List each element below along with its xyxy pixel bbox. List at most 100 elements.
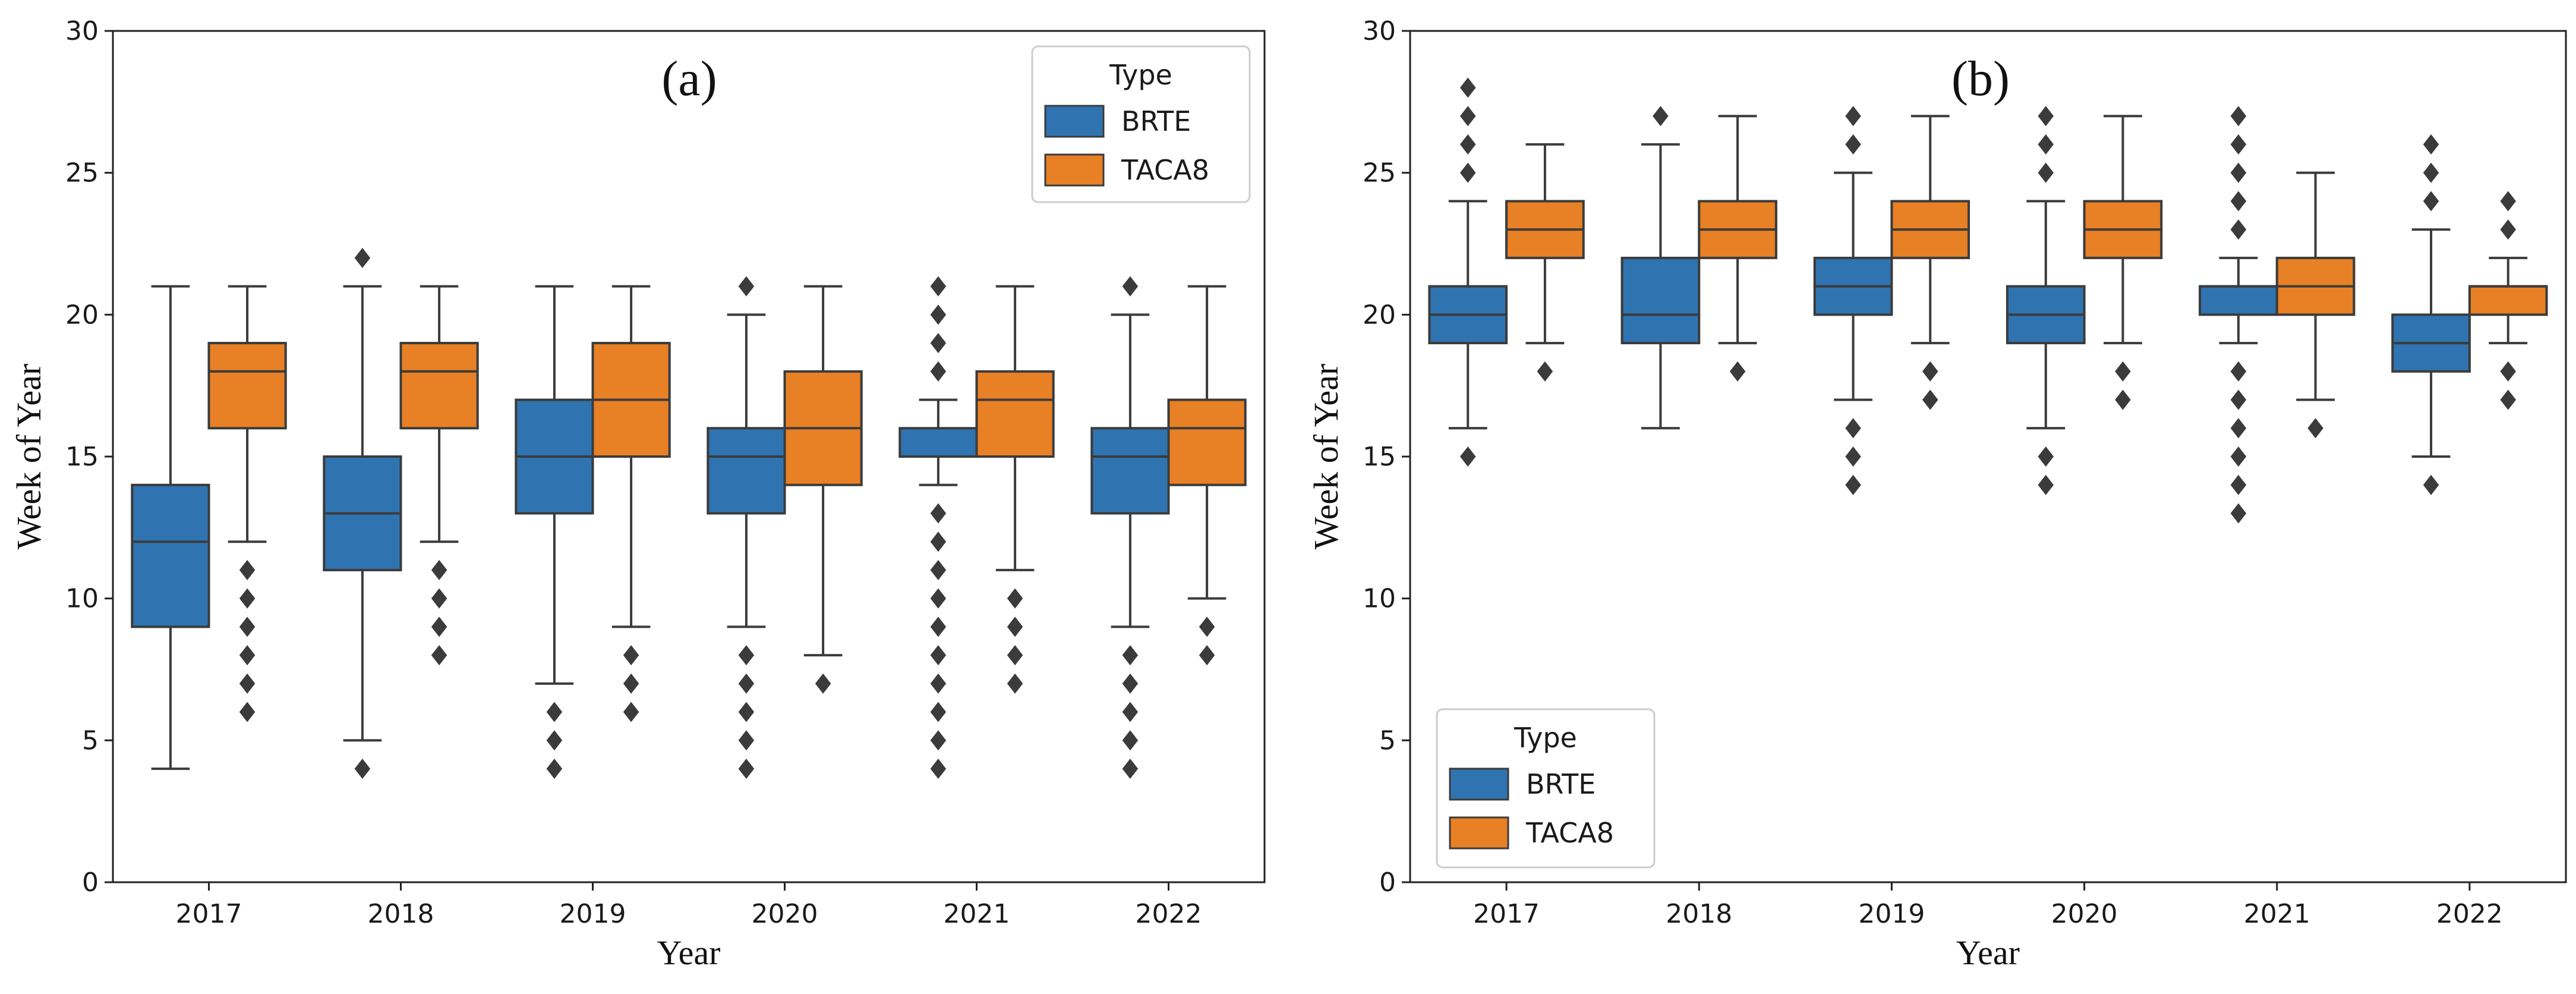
panel-a-brte-flier	[930, 503, 947, 524]
panel-a-brte-box-2017	[131, 483, 210, 628]
panel-b-taca8-box-2022	[2468, 285, 2548, 316]
panel-b-brte-flier	[2230, 191, 2247, 212]
panel-a-legend-swatch-taca8	[1044, 153, 1105, 187]
panel-a-brte-box-2020	[707, 427, 786, 515]
panel-a-brte-flier	[1122, 759, 1139, 779]
panel-b-xtick-label-2022: 2022	[2436, 899, 2503, 929]
panel-b-taca8-flier	[2307, 418, 2323, 439]
panel-b-legend-swatch-taca8	[1449, 816, 1509, 850]
panel-b-taca8-flier	[1922, 361, 1938, 382]
panel-b-brte-flier	[2230, 503, 2247, 524]
panel-b-brte-flier	[2230, 389, 2247, 410]
panel-a-taca8-flier	[239, 588, 256, 609]
panel-a-taca8-flier	[431, 588, 447, 609]
panel-b-ytick-label: 30	[1363, 16, 1396, 46]
panel-a-xtick-label-2018: 2018	[368, 899, 434, 929]
panel-a-taca8-flier	[623, 702, 639, 722]
panel-a-brte-flier	[930, 361, 947, 382]
panel-a-taca8-flier	[1007, 616, 1023, 637]
panel-a-ytick-label: 5	[82, 725, 99, 756]
panel-a-brte-flier	[354, 759, 371, 779]
panel-a-taca8-box-2017	[207, 342, 287, 430]
panel-b-y-axis-label: Week of Year	[1307, 364, 1345, 550]
panel-a-taca8-flier	[431, 559, 447, 580]
panel-b-xtick-label-2019: 2019	[1858, 899, 1925, 929]
panel-b-ytick-label: 15	[1363, 442, 1396, 472]
panel-a-taca8-flier	[1007, 645, 1023, 666]
panel-a-taca8-box-2018	[399, 342, 479, 430]
panel-a-ytick-label: 10	[65, 584, 99, 614]
panel-a-xtick-label-2021: 2021	[944, 899, 1010, 929]
panel-b-brte-flier	[1845, 106, 1861, 127]
panel-b-taca8-flier	[1729, 361, 1746, 382]
panel-b-ytick-label: 0	[1379, 867, 1396, 898]
panel-b-legend-swatch-brte	[1449, 767, 1509, 801]
panel-b-taca8-flier	[2500, 389, 2517, 410]
panel-a-taca8-box-2022	[1167, 398, 1247, 486]
panel-a-ytick-label: 0	[82, 867, 99, 898]
panel-a-brte-flier	[546, 702, 563, 722]
panel-a-brte-flier	[354, 247, 371, 268]
panel-a-legend-entry-taca8: TACA8	[1121, 154, 1209, 186]
panel-a-brte-flier	[1122, 702, 1139, 722]
panel-a-ytick-label: 15	[65, 442, 99, 472]
panel-a-brte-flier	[930, 559, 947, 580]
panel-b-taca8-flier	[2500, 219, 2517, 240]
panel-a-brte-flier	[1122, 673, 1139, 694]
panel-a-legend-swatch-brte	[1044, 105, 1105, 138]
panel-b-brte-flier	[2038, 474, 2054, 495]
panel-b-x-axis-label: Year	[1956, 933, 2020, 972]
panel-b-brte-box-2018	[1620, 256, 1701, 345]
panel-a-xtick-label-2020: 2020	[752, 899, 818, 929]
panel-b-brte-flier	[2230, 361, 2247, 382]
panel-b-brte-flier	[2230, 474, 2247, 495]
panel-a-brte-flier	[1122, 730, 1139, 751]
panel-b-brte-flier	[2230, 418, 2247, 439]
panel-b-ytick-label: 5	[1379, 725, 1396, 756]
panel-b-brte-flier	[2230, 219, 2247, 240]
panel-b-brte-flier	[1459, 134, 1476, 155]
panel-b-brte-box-2021	[2199, 285, 2278, 316]
panel-a-brte-flier	[738, 730, 755, 751]
panel-a-brte-flier	[930, 531, 947, 552]
panel-b-brte-flier	[2038, 106, 2054, 127]
panel-a-brte-box-2022	[1090, 427, 1170, 515]
panel-a-brte-flier	[930, 333, 947, 354]
panel-b-brte-flier	[2423, 191, 2439, 212]
panel-a-taca8-flier	[239, 559, 256, 580]
panel-a-xtick-label-2022: 2022	[1136, 899, 1202, 929]
panel-b-ytick-label: 10	[1363, 584, 1396, 614]
panel-b-taca8-flier	[2500, 361, 2517, 382]
panel-a-ytick-label: 30	[65, 16, 99, 46]
panel-a-ytick-label: 25	[65, 158, 99, 188]
panel-b-legend-entry-brte: BRTE	[1526, 768, 1596, 800]
panel-b-brte-flier	[2423, 162, 2439, 183]
panel-a-xtick-label-2019: 2019	[560, 899, 626, 929]
panel-a-taca8-flier	[1007, 588, 1023, 609]
panel-b-brte-flier	[2038, 134, 2054, 155]
panel-b-legend-entry-taca8: TACA8	[1525, 817, 1614, 849]
panel-a-brte-flier	[930, 730, 947, 751]
panel-b-brte-flier	[2038, 162, 2054, 183]
panel-b-taca8-flier	[2115, 361, 2131, 382]
panel-a-brte-flier	[738, 645, 755, 666]
panel-b-brte-flier	[2230, 162, 2247, 183]
panel-b-brte-flier	[2038, 446, 2054, 467]
panel-a-taca8-flier	[1007, 673, 1023, 694]
panel-a-taca8-flier	[239, 673, 256, 694]
panel-a-legend-entry-brte: BRTE	[1121, 105, 1191, 137]
panel-a-brte-flier	[930, 276, 947, 297]
panel-a-taca8-flier	[623, 645, 639, 666]
panel-b-taca8-flier	[2115, 389, 2131, 410]
panel-b-brte-flier	[1845, 474, 1861, 495]
panel-a-brte-flier	[738, 759, 755, 779]
panel-b-legend-title: Type	[1514, 722, 1577, 754]
panel-b-brte-flier	[2230, 106, 2247, 127]
panel-b-brte-flier	[1845, 418, 1861, 439]
panel-a-taca8-box-2021	[975, 370, 1055, 458]
panel-b-brte-flier	[2423, 134, 2439, 155]
panel-a-x-axis-label: Year	[657, 933, 721, 972]
panel-b-xtick-label-2021: 2021	[2244, 899, 2310, 929]
panel-a-brte-flier	[930, 645, 947, 666]
